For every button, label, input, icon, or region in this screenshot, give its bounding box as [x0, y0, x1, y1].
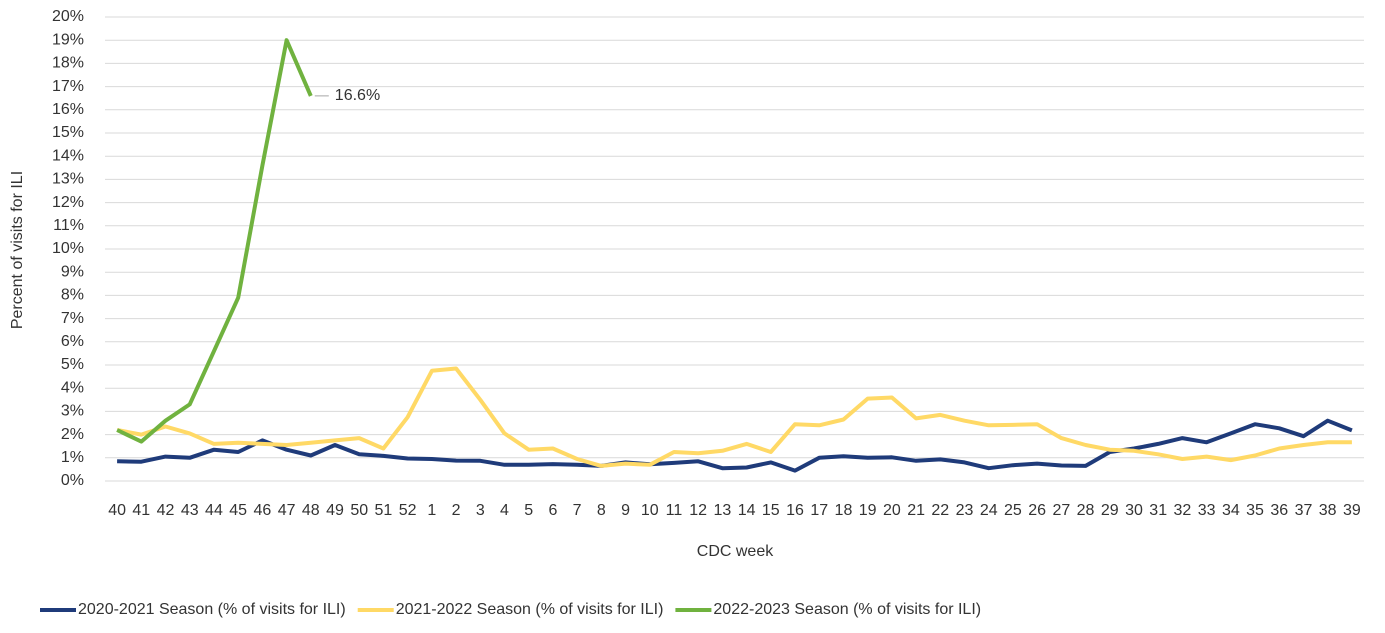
x-tick-label: 30 — [1125, 502, 1143, 519]
x-tick-label: 31 — [1149, 502, 1167, 519]
x-tick-label: 4 — [500, 502, 509, 519]
series-line — [117, 418, 1353, 473]
x-tick-label: 25 — [1004, 502, 1022, 519]
x-tick-label: 6 — [548, 502, 557, 519]
series-line — [116, 38, 313, 444]
x-tick-label: 48 — [302, 502, 320, 519]
x-tick-label: 46 — [253, 502, 271, 519]
y-tick-label: 16% — [52, 101, 84, 118]
x-tick-label: 24 — [980, 502, 998, 519]
x-tick-label: 28 — [1077, 502, 1095, 519]
x-tick-label: 10 — [641, 502, 659, 519]
y-tick-label: 6% — [61, 333, 84, 350]
x-tick-label: 42 — [157, 502, 175, 519]
y-tick-label: 3% — [61, 403, 84, 420]
y-tick-label: 8% — [61, 287, 84, 304]
x-tick-label: 47 — [278, 502, 296, 519]
x-tick-label: 44 — [205, 502, 223, 519]
x-tick-label: 2 — [452, 502, 461, 519]
y-tick-label: 13% — [52, 171, 84, 188]
y-tick-label: 9% — [61, 263, 84, 280]
x-tick-label: 37 — [1295, 502, 1313, 519]
x-tick-label: 22 — [931, 502, 949, 519]
x-tick-label: 13 — [713, 502, 731, 519]
x-tick-label: 7 — [573, 502, 582, 519]
x-tick-label: 9 — [621, 502, 630, 519]
y-tick-label: 5% — [61, 356, 84, 373]
x-tick-label: 38 — [1319, 502, 1337, 519]
x-tick-label: 8 — [597, 502, 606, 519]
x-tick-label: 27 — [1052, 502, 1070, 519]
x-tick-label: 43 — [181, 502, 199, 519]
x-tick-label: 41 — [132, 502, 150, 519]
x-tick-label: 40 — [108, 502, 126, 519]
y-tick-label: 19% — [52, 31, 84, 48]
x-tick-label: 21 — [907, 502, 925, 519]
x-tick-label: 16 — [786, 502, 804, 519]
x-tick-label: 17 — [810, 502, 828, 519]
y-tick-label: 20% — [52, 8, 84, 25]
y-tick-label: 14% — [52, 147, 84, 164]
y-tick-label: 18% — [52, 55, 84, 72]
x-tick-label: 45 — [229, 502, 247, 519]
x-tick-label: 14 — [738, 502, 756, 519]
y-tick-label: 15% — [52, 124, 84, 141]
x-tick-label: 35 — [1246, 502, 1264, 519]
x-tick-label: 15 — [762, 502, 780, 519]
y-tick-label: 1% — [61, 449, 84, 466]
x-tick-label: 3 — [476, 502, 485, 519]
x-tick-label: 52 — [399, 502, 417, 519]
y-axis-title: Percent of visits for ILI — [9, 171, 26, 329]
x-tick-label: 51 — [375, 502, 393, 519]
x-tick-label: 49 — [326, 502, 344, 519]
x-tick-label: 20 — [883, 502, 901, 519]
x-tick-label: 36 — [1270, 502, 1288, 519]
x-tick-label: 11 — [666, 502, 683, 519]
x-tick-label: 18 — [835, 502, 853, 519]
x-tick-label: 29 — [1101, 502, 1119, 519]
x-tick-label: 23 — [956, 502, 974, 519]
y-tick-label: 17% — [52, 78, 84, 95]
y-tick-label: 0% — [61, 472, 84, 489]
y-tick-label: 4% — [61, 379, 84, 396]
x-tick-label: 34 — [1222, 502, 1240, 519]
y-tick-label: 10% — [52, 240, 84, 257]
x-tick-label: 39 — [1343, 502, 1361, 519]
x-tick-label: 19 — [859, 502, 877, 519]
y-tick-label: 7% — [61, 310, 84, 327]
series-line — [116, 366, 1352, 468]
x-tick-label: 32 — [1174, 502, 1192, 519]
x-tick-label: 26 — [1028, 502, 1046, 519]
legend-label: 2021-2022 Season (% of visits for ILI) — [396, 601, 664, 618]
y-tick-label: 2% — [61, 426, 84, 443]
x-tick-label: 5 — [524, 502, 533, 519]
y-tick-label: 11% — [53, 217, 84, 234]
legend-label: 2020-2021 Season (% of visits for ILI) — [78, 601, 346, 618]
x-tick-label: 12 — [689, 502, 707, 519]
x-tick-label: 1 — [427, 502, 436, 519]
x-axis-title: CDC week — [697, 543, 774, 560]
data-label: 16.6% — [335, 87, 380, 104]
legend-label: 2022-2023 Season (% of visits for ILI) — [713, 601, 981, 618]
y-tick-label: 12% — [52, 194, 84, 211]
x-tick-label: 50 — [350, 502, 368, 519]
x-tick-label: 33 — [1198, 502, 1216, 519]
